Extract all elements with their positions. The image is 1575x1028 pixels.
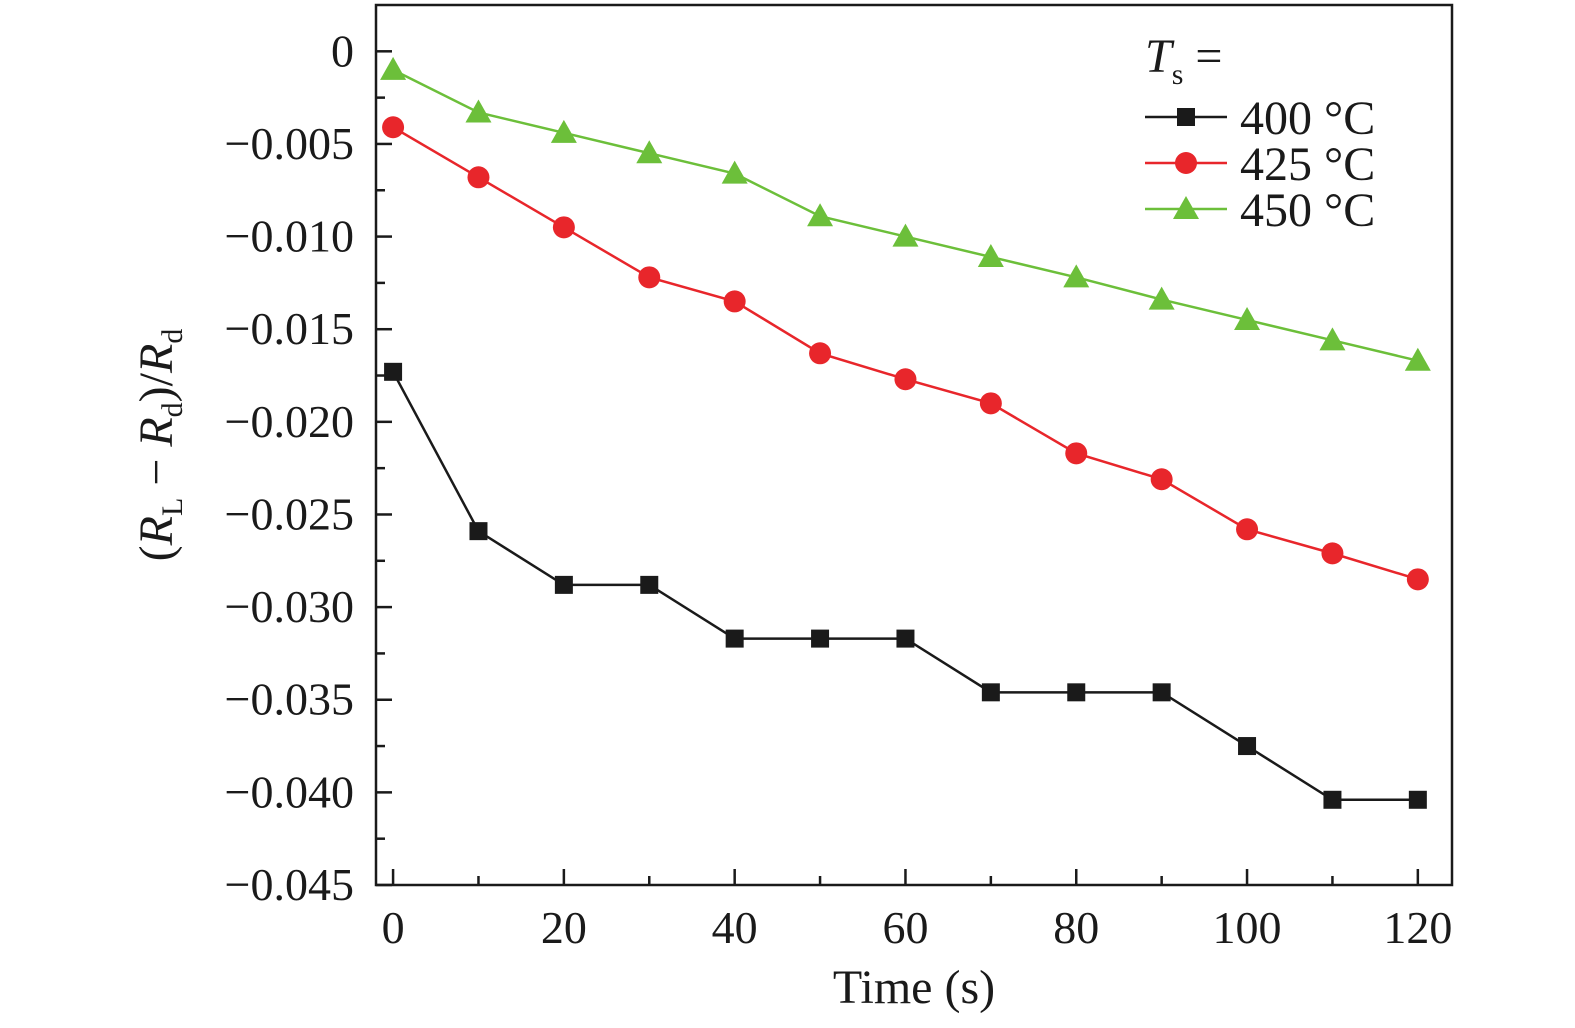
legend-label: 400 °C (1240, 92, 1375, 145)
data-point (469, 522, 488, 541)
data-point (1319, 327, 1346, 351)
data-point (554, 575, 573, 594)
y-tick-label: −0.040 (225, 766, 354, 817)
y-axis-label-part: d (156, 329, 189, 344)
data-point (382, 116, 405, 139)
y-tick-label: −0.020 (225, 396, 354, 447)
series-circle (382, 116, 1429, 591)
y-tick-label: −0.030 (225, 581, 354, 632)
axes: 0 20 40 60 80 100 120 0 −0.005 −0.010 −0.015 −0.020… (130, 3, 1454, 1014)
data-point (811, 629, 830, 648)
legend-title-sub: s (1172, 58, 1184, 91)
data-point (1152, 683, 1171, 702)
data-point (1063, 264, 1090, 288)
legend-label: 450 °C (1240, 184, 1375, 237)
x-tick-label: 80 (1053, 902, 1099, 953)
data-point (1065, 442, 1088, 465)
data-point (721, 160, 748, 184)
y-tick-label: −0.025 (225, 488, 354, 539)
data-point (725, 629, 744, 648)
data-point (640, 575, 659, 594)
y-tick-label: −0.005 (225, 118, 354, 169)
legend-marker (1177, 108, 1195, 126)
data-point (1234, 306, 1261, 330)
legend-marker (1173, 196, 1199, 219)
data-point (384, 362, 403, 381)
y-tick-label: 0 (331, 25, 354, 76)
plot-series (380, 56, 1431, 809)
y-tick-label: −0.045 (225, 859, 354, 910)
data-point (977, 243, 1004, 267)
data-point (809, 342, 832, 365)
legend-entry: 425 °C (1145, 138, 1375, 191)
y-axis-label-part: )/ (130, 372, 183, 402)
data-point (723, 290, 746, 313)
data-point (1150, 468, 1173, 491)
data-point (467, 166, 490, 189)
y-axis-label-part: ( (130, 545, 183, 561)
series-triangle (380, 56, 1431, 371)
data-point (896, 629, 915, 648)
legend-title-suffix: = (1183, 30, 1222, 83)
data-point (1148, 286, 1175, 310)
y-axis-label-part: R (130, 344, 183, 374)
data-point (1238, 737, 1257, 756)
legend-entry: 400 °C (1145, 92, 1375, 145)
data-point (1408, 790, 1427, 809)
y-tick-label: −0.010 (225, 211, 354, 262)
legend-title-symbol: T (1145, 30, 1175, 83)
y-axis-label-part: R (130, 516, 183, 546)
x-tick-label: 100 (1213, 902, 1282, 953)
y-axis-label-part: d (156, 402, 189, 417)
legend-label: 425 °C (1240, 138, 1375, 191)
y-axis-label-part: − (130, 447, 183, 498)
y-tick-label: −0.015 (225, 303, 354, 354)
legend-marker (1175, 152, 1197, 174)
data-point (552, 216, 575, 239)
series-square (384, 362, 1427, 809)
data-point (638, 266, 661, 289)
data-point (1321, 542, 1344, 565)
y-tick-label: −0.035 (225, 674, 354, 725)
data-point (807, 203, 834, 227)
x-axis-label: Time (s) (833, 961, 995, 1014)
y-axis-label: (RL − Rd)/Rd (130, 329, 189, 562)
series-line (391, 371, 1418, 802)
data-point (1404, 347, 1431, 371)
plot-frame (374, 3, 1454, 887)
legend-title: Ts = (1145, 30, 1222, 91)
data-point (1323, 790, 1342, 809)
data-point (894, 368, 917, 391)
legend-entry: 450 °C (1145, 184, 1375, 237)
data-point (1236, 518, 1259, 541)
data-point (1406, 568, 1429, 591)
data-point (892, 223, 919, 247)
data-point (550, 119, 577, 143)
data-point (465, 99, 492, 123)
x-tick-label: 60 (882, 902, 928, 953)
x-tick-label: 40 (712, 902, 758, 953)
y-axis-label-part: L (156, 498, 189, 516)
data-point (636, 140, 663, 164)
x-tick-label: 20 (541, 902, 587, 953)
data-point (380, 56, 407, 80)
x-tick-label: 120 (1383, 902, 1452, 953)
x-tick-label: 0 (382, 902, 405, 953)
y-axis-label-part: R (130, 417, 183, 447)
data-point (981, 683, 1000, 702)
data-point (979, 392, 1002, 415)
data-point (1067, 683, 1086, 702)
